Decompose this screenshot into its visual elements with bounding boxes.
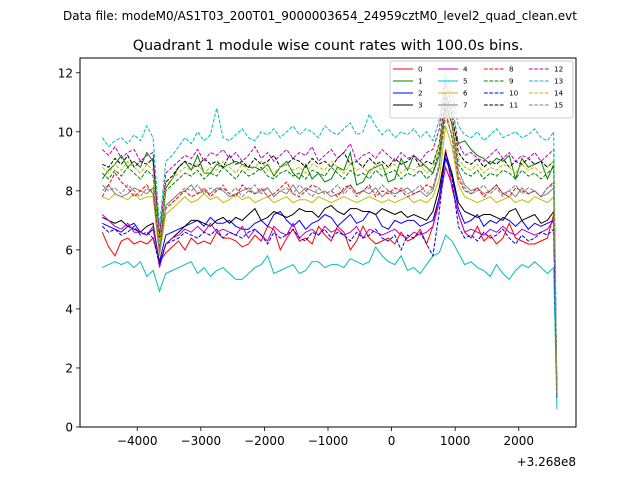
series-line-2 <box>102 156 558 398</box>
legend-label-7: 7 <box>463 101 468 110</box>
legend-label-9: 9 <box>509 77 514 86</box>
x-tick-label: 0 <box>388 434 396 448</box>
data-file-suptitle: Data file: modeM0/AS1T03_200T01_90000036… <box>63 9 577 23</box>
series-line-3 <box>102 152 558 398</box>
series-line-6 <box>102 125 558 398</box>
legend-label-2: 2 <box>418 89 423 98</box>
x-tick-label: 2000 <box>503 434 534 448</box>
y-axis: 0 2 4 6 8 10 12 <box>58 66 80 435</box>
legend-label-0: 0 <box>418 65 423 74</box>
legend-label-15: 15 <box>554 101 563 110</box>
series-line-11 <box>102 93 558 395</box>
y-tick-label: 2 <box>65 361 73 375</box>
legend-label-14: 14 <box>554 89 564 98</box>
series-line-0 <box>101 149 558 398</box>
x-offset-label: +3.268e8 <box>517 455 576 469</box>
chart-title: Quadrant 1 module wise count rates with … <box>133 38 524 54</box>
x-tick-label: −3000 <box>181 434 222 448</box>
y-tick-label: 8 <box>65 184 73 198</box>
y-tick-label: 6 <box>65 243 73 257</box>
series-line-13 <box>101 72 558 392</box>
y-tick-label: 10 <box>58 125 73 139</box>
legend-label-12: 12 <box>554 65 563 74</box>
legend-label-3: 3 <box>418 101 423 110</box>
series-line-12 <box>101 81 558 392</box>
legend-box <box>389 60 574 119</box>
series-line-5 <box>102 234 558 410</box>
legend-label-4: 4 <box>463 65 468 74</box>
series-line-14 <box>101 96 558 395</box>
series-line-9 <box>101 102 558 395</box>
legend-label-6: 6 <box>463 89 468 98</box>
legend-label-8: 8 <box>509 65 514 74</box>
legend-label-10: 10 <box>509 89 519 98</box>
y-tick-label: 4 <box>65 302 73 316</box>
series-line-10 <box>101 152 558 398</box>
x-tick-label: −4000 <box>117 434 158 448</box>
legend-label-13: 13 <box>554 77 563 86</box>
legend-label-11: 11 <box>509 101 518 110</box>
plot-lines <box>101 72 558 410</box>
x-axis: −4000 −3000 −2000 −1000 0 1000 2000 <box>117 427 534 448</box>
legend-label-1: 1 <box>418 77 423 86</box>
series-line-15 <box>101 116 558 398</box>
x-tick-label: −1000 <box>308 434 349 448</box>
y-tick-label: 12 <box>58 66 73 80</box>
series-line-4 <box>101 165 558 398</box>
legend-label-5: 5 <box>463 77 468 86</box>
x-tick-label: 1000 <box>440 434 471 448</box>
y-tick-label: 0 <box>65 421 73 435</box>
x-tick-label: −2000 <box>244 434 285 448</box>
